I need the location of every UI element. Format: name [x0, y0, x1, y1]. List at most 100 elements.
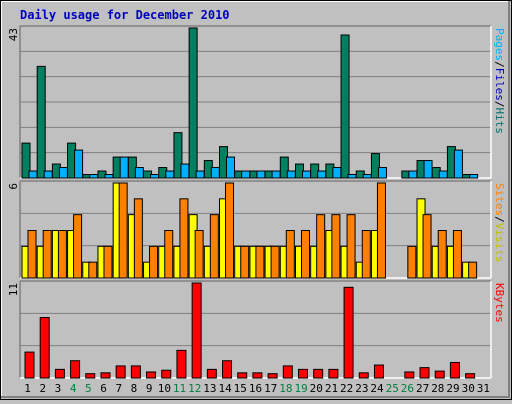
bar-sites-day-24 — [376, 182, 386, 279]
bar-kbytes-day-12 — [191, 282, 202, 379]
x-tick-label-day-1: 1 — [24, 382, 31, 395]
x-tick-label-day-6: 6 — [100, 382, 107, 395]
bar-files-day-6 — [104, 174, 114, 179]
bar-kbytes-day-3 — [54, 368, 65, 379]
axis-title-segment: Pages — [493, 28, 506, 61]
bar-files-day-29 — [453, 149, 463, 179]
bar-sites-day-17 — [270, 245, 280, 279]
x-tick-label-day-31: 31 — [477, 382, 490, 395]
bar-files-day-18 — [286, 170, 296, 179]
bar-kbytes-day-13 — [206, 368, 217, 379]
x-tick-label-day-5: 5 — [85, 382, 92, 395]
bar-sites-day-9 — [149, 245, 159, 279]
axis-title-segment: Visits — [493, 223, 506, 263]
bar-sites-day-16 — [255, 245, 265, 279]
bar-sites-day-21 — [331, 214, 341, 279]
bar-sites-day-7 — [118, 182, 128, 279]
x-tick-label-day-12: 12 — [188, 382, 201, 395]
y-max-label: 6 — [7, 183, 20, 190]
bar-files-day-22 — [347, 174, 357, 179]
bar-files-day-4 — [74, 149, 84, 179]
panel-visits_sites: 6 Sites/Visits — [7, 180, 506, 279]
bar-files-day-9 — [150, 174, 160, 179]
bar-files-day-12 — [195, 170, 205, 179]
bar-sites-day-14 — [225, 182, 235, 279]
x-tick-label-day-17: 17 — [264, 382, 277, 395]
bar-files-day-30 — [469, 174, 479, 179]
bar-files-day-20 — [317, 170, 327, 179]
bar-kbytes-day-30 — [465, 373, 476, 379]
bar-sites-day-20 — [316, 214, 326, 279]
bar-sites-day-4 — [73, 214, 83, 279]
x-tick-label-day-14: 14 — [218, 382, 232, 395]
x-tick-label-day-11: 11 — [173, 382, 186, 395]
x-tick-label-day-19: 19 — [294, 382, 307, 395]
bar-kbytes-day-18 — [282, 365, 293, 379]
bar-hits-day-2 — [36, 65, 46, 179]
x-tick-label-day-15: 15 — [234, 382, 247, 395]
y-max-label: 11 — [7, 283, 20, 296]
bar-kbytes-day-28 — [434, 370, 445, 379]
bar-sites-day-22 — [346, 214, 356, 279]
x-tick-label-day-24: 24 — [370, 382, 384, 395]
bar-sites-day-13 — [209, 214, 219, 279]
bar-sites-day-27 — [422, 214, 432, 279]
bar-files-day-1 — [28, 170, 38, 179]
axis-title-segment: Files — [493, 68, 506, 101]
bar-hits-day-24 — [370, 153, 380, 179]
bar-sites-day-28 — [437, 230, 447, 279]
x-axis-labels: 1 2 3 4 5 6 7 8 9 10 11 12 13 14 15 16 17 18 19 20 21 22 23 24 2… — [24, 382, 490, 395]
x-tick-label-day-9: 9 — [146, 382, 153, 395]
x-tick-label-day-10: 10 — [158, 382, 171, 395]
bar-kbytes-day-19 — [297, 368, 308, 379]
bar-hits-day-22 — [340, 34, 350, 179]
bar-sites-day-10 — [164, 230, 174, 279]
x-tick-label-day-3: 3 — [55, 382, 62, 395]
x-tick-label-day-23: 23 — [355, 382, 368, 395]
x-tick-label-day-27: 27 — [416, 382, 429, 395]
bar-kbytes-day-21 — [328, 368, 339, 379]
bar-hits-day-11 — [173, 132, 183, 179]
bar-kbytes-day-24 — [373, 364, 384, 379]
axis-title-segment: Sites — [493, 183, 506, 216]
bar-kbytes-day-29 — [449, 361, 460, 379]
bar-kbytes-day-20 — [313, 368, 324, 379]
bar-hits-day-1 — [21, 142, 31, 179]
bar-sites-day-3 — [57, 230, 67, 279]
panel-hits_files: 43 Pages/Files/Hits — [7, 25, 506, 179]
bar-kbytes-day-11 — [176, 349, 187, 379]
bar-hits-day-18 — [279, 156, 289, 179]
x-tick-label-day-18: 18 — [279, 382, 292, 395]
x-tick-label-day-28: 28 — [431, 382, 444, 395]
bar-files-day-2 — [43, 170, 53, 179]
bar-kbytes-day-27 — [419, 367, 430, 379]
bar-files-day-13 — [210, 167, 220, 179]
axis-title-segment: / — [493, 61, 506, 68]
axis-title-kbytes: KBytes — [493, 283, 506, 323]
bar-files-day-24 — [377, 167, 387, 179]
bar-sites-day-8 — [133, 198, 143, 279]
bar-kbytes-day-15 — [237, 372, 248, 379]
axis-title-segment: Hits — [493, 108, 506, 135]
x-tick-label-day-25: 25 — [386, 382, 399, 395]
axis-title-segment: / — [493, 216, 506, 223]
bar-sites-day-6 — [103, 245, 113, 279]
x-tick-label-day-8: 8 — [131, 382, 138, 395]
x-tick-label-day-2: 2 — [39, 382, 46, 395]
bar-kbytes-day-5 — [85, 373, 96, 379]
bar-sites-day-23 — [361, 230, 371, 279]
bar-kbytes-day-6 — [100, 372, 111, 379]
bar-files-day-10 — [165, 170, 175, 179]
bar-sites-day-5 — [88, 261, 98, 279]
bar-files-day-14 — [226, 156, 236, 179]
axis-title-hits_files: Pages/Files/Hits — [493, 28, 506, 134]
bar-files-day-3 — [58, 167, 68, 179]
bar-files-day-28 — [438, 170, 448, 179]
bar-sites-day-30 — [468, 261, 478, 279]
bar-hits-day-12 — [188, 27, 198, 179]
x-tick-label-day-21: 21 — [325, 382, 338, 395]
bar-files-day-15 — [241, 170, 251, 179]
plot-area — [20, 281, 491, 378]
bar-sites-day-1 — [27, 230, 37, 279]
